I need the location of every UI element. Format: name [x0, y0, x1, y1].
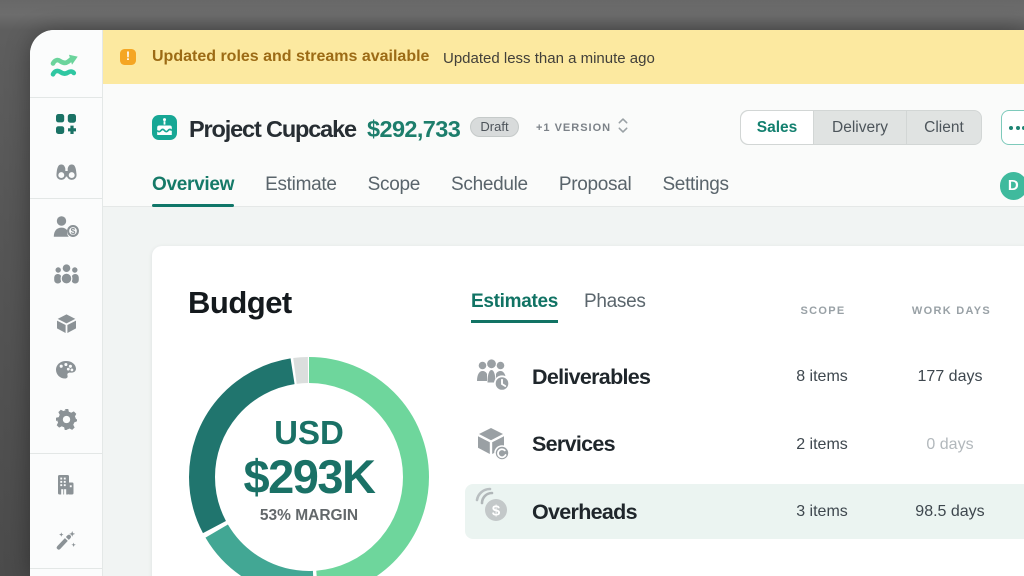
svg-text:$: $: [492, 503, 501, 520]
svg-text:$: $: [70, 226, 75, 236]
